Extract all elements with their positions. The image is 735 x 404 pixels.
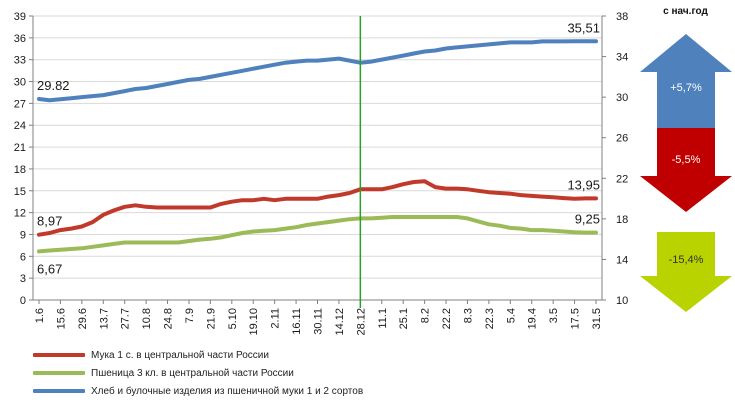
side-panel-title: с нач.год bbox=[663, 6, 708, 17]
left-tick-label: 30 bbox=[14, 77, 26, 89]
x-tick-label: 8.2 bbox=[420, 308, 432, 323]
data-label: 35,51 bbox=[567, 20, 600, 35]
legend-label-bread: Хлеб и булочные изделия из пшеничной мук… bbox=[91, 385, 364, 397]
x-tick-label: 30.11 bbox=[313, 308, 325, 335]
left-tick-label: 33 bbox=[14, 55, 26, 67]
arrow-up-bread: +5,7% bbox=[640, 34, 732, 128]
x-tick-label: 5.10 bbox=[227, 308, 239, 329]
x-tick-label: 25.1 bbox=[398, 308, 410, 329]
left-tick-label: 27 bbox=[14, 98, 26, 110]
legend-item-flour: Мука 1 с. в центральной части России bbox=[33, 346, 363, 364]
x-axis-ticks: 1.6 15.6 29.6 13.7 27.7 10.8 24.8 7.9 21.9 5.10 19… bbox=[34, 300, 603, 336]
legend-label-flour: Мука 1 с. в центральной части России bbox=[91, 349, 269, 361]
data-label: 9,25 bbox=[575, 212, 600, 227]
left-tick-label: 0 bbox=[20, 295, 26, 307]
x-tick-label: 7.9 bbox=[184, 308, 196, 323]
x-tick-label: 10.8 bbox=[141, 308, 153, 329]
right-tick-label: 18 bbox=[616, 214, 628, 226]
legend-item-wheat: Пшеница 3 кл. в центральной части России bbox=[33, 364, 363, 382]
left-tick-label: 9 bbox=[20, 229, 26, 241]
left-tick-label: 24 bbox=[14, 120, 26, 132]
x-tick-label: 13.7 bbox=[98, 308, 110, 329]
left-tick-label: 39 bbox=[14, 11, 26, 23]
right-tick-label: 10 bbox=[616, 295, 628, 307]
change-since-year-start-panel: с нач.год +5,7% -5,5% -15,4% bbox=[636, 0, 735, 399]
data-label: 6,67 bbox=[37, 261, 62, 276]
arrow-down-flour: -5,5% bbox=[640, 128, 732, 212]
x-tick-label: 16.11 bbox=[291, 308, 303, 335]
x-tick-label: 11.1 bbox=[377, 308, 389, 329]
arrow-up-icon bbox=[640, 34, 732, 128]
series-line-0 bbox=[37, 179, 598, 237]
x-tick-label: 5.4 bbox=[505, 308, 517, 323]
data-label: 8,97 bbox=[37, 214, 62, 229]
data-label: 13,95 bbox=[567, 177, 600, 192]
left-tick-label: 36 bbox=[14, 33, 26, 45]
arrow-wheat-change-label: -15,4% bbox=[669, 254, 704, 266]
left-tick-label: 21 bbox=[14, 142, 26, 154]
data-label: 29.82 bbox=[37, 78, 70, 93]
series-line-2 bbox=[37, 39, 598, 103]
arrow-down-wheat: -15,4% bbox=[640, 232, 732, 312]
x-tick-label: 21.9 bbox=[205, 308, 217, 329]
x-tick-label: 2.11 bbox=[270, 308, 282, 329]
right-tick-label: 30 bbox=[616, 92, 628, 104]
legend-swatch-wheat bbox=[33, 371, 85, 375]
left-tick-label: 18 bbox=[14, 164, 26, 176]
x-tick-label: 8.3 bbox=[462, 308, 474, 323]
data-labels: 8,97 13,95 6,67 9,25 29.82 35,51 bbox=[37, 20, 600, 276]
left-tick-label: 3 bbox=[20, 273, 26, 285]
arrow-down-icon bbox=[640, 128, 732, 212]
right-tick-label: 22 bbox=[616, 173, 628, 185]
x-tick-label: 17.5 bbox=[570, 308, 582, 329]
legend-label-wheat: Пшеница 3 кл. в центральной части России bbox=[91, 367, 294, 379]
change-arrows: +5,7% -5,5% -15,4% bbox=[640, 34, 732, 312]
x-tick-label: 15.6 bbox=[55, 308, 67, 329]
arrow-flour-change-label: -5,5% bbox=[672, 154, 701, 166]
series-lines bbox=[37, 39, 598, 254]
x-tick-label: 31.5 bbox=[591, 308, 603, 329]
grid-lines bbox=[33, 15, 602, 301]
x-tick-label: 19.10 bbox=[248, 308, 260, 336]
arrow-bread-change-label: +5,7% bbox=[670, 82, 702, 94]
x-tick-label: 22.3 bbox=[484, 308, 496, 329]
x-tick-label: 29.6 bbox=[77, 308, 89, 329]
legend-item-bread: Хлеб и булочные изделия из пшеничной мук… bbox=[33, 382, 363, 400]
x-tick-label: 3.5 bbox=[548, 308, 560, 323]
x-tick-label: 24.8 bbox=[163, 308, 175, 329]
legend: Мука 1 с. в центральной части России Пше… bbox=[33, 346, 363, 400]
x-tick-label: 19.4 bbox=[527, 308, 539, 329]
right-tick-label: 26 bbox=[616, 133, 628, 145]
left-tick-label: 15 bbox=[14, 186, 26, 198]
x-tick-label: 22.2 bbox=[441, 308, 453, 329]
x-tick-label: 14.12 bbox=[334, 308, 346, 336]
right-axis-ticks: 10 14 18 22 26 30 34 38 bbox=[602, 11, 628, 307]
x-tick-label: 28.12 bbox=[355, 308, 367, 336]
legend-swatch-bread bbox=[33, 389, 85, 393]
right-tick-label: 38 bbox=[616, 11, 628, 23]
series-line-1 bbox=[37, 215, 598, 254]
right-tick-label: 34 bbox=[616, 52, 628, 64]
legend-swatch-flour bbox=[33, 353, 85, 357]
left-tick-label: 6 bbox=[20, 251, 26, 263]
x-tick-label: 27.7 bbox=[120, 308, 132, 329]
arrow-down-icon bbox=[640, 232, 732, 312]
left-tick-label: 12 bbox=[14, 208, 26, 220]
x-tick-label: 1.6 bbox=[34, 308, 46, 323]
right-tick-label: 14 bbox=[616, 254, 628, 266]
